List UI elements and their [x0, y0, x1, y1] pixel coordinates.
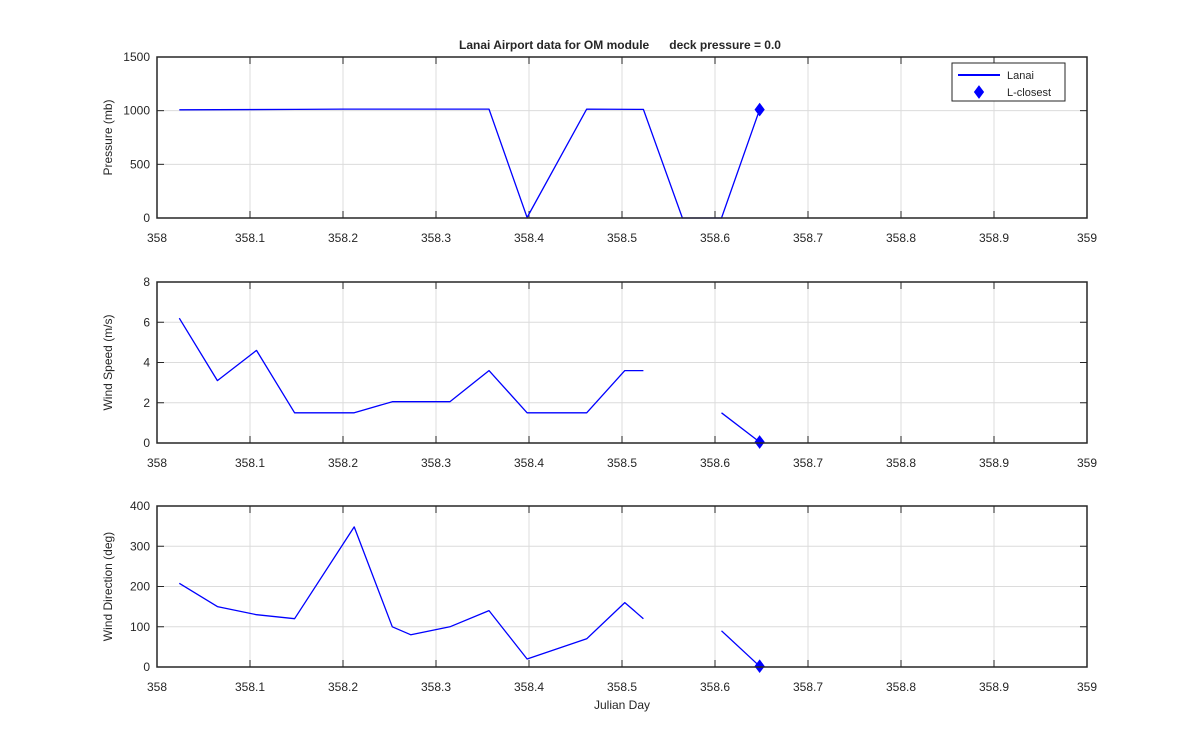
wind-direction-xtick-label: 358.6 — [700, 680, 730, 694]
wind-direction-xtick-label: 358 — [147, 680, 167, 694]
wind-speed-ylabel: Wind Speed (m/s) — [101, 314, 115, 410]
pressure-xtick-label: 358.2 — [328, 231, 358, 245]
pressure-marker-l-closest — [754, 102, 765, 117]
wind-speed-xtick-label: 358.6 — [700, 456, 730, 470]
legend-box — [951, 62, 1066, 102]
wind-direction-xlabel: Julian Day — [594, 698, 650, 712]
pressure-xtick-label: 358 — [147, 231, 167, 245]
pressure-xtick-label: 358.9 — [979, 231, 1009, 245]
wind-speed-xtick-label: 358.3 — [421, 456, 451, 470]
wind-direction-xtick-label: 358.8 — [886, 680, 916, 694]
wind-direction-ytick-label: 400 — [130, 499, 150, 513]
wind-speed-series-line-lanai-segment-0 — [178, 317, 644, 414]
pressure-xtick-label: 359 — [1077, 231, 1097, 245]
wind-direction-ytick-label: 300 — [130, 539, 150, 553]
wind-direction-xtick-label: 358.2 — [328, 680, 358, 694]
wind-direction-ytick-label: 0 — [143, 660, 150, 674]
wind-direction-ytick-label: 200 — [130, 580, 150, 594]
wind-speed-xtick-label: 358.1 — [235, 456, 265, 470]
wind-speed-series-line-lanai-segment-1 — [721, 412, 760, 443]
wind-speed-axes-frame — [156, 281, 1088, 444]
pressure-xtick-label: 358.3 — [421, 231, 451, 245]
wind-speed-ytick-label: 8 — [143, 275, 150, 289]
wind-direction-ylabel: Wind Direction (deg) — [101, 532, 115, 641]
pressure-ylabel: Pressure (mb) — [101, 99, 115, 175]
wind-speed-ytick-label: 4 — [143, 356, 150, 370]
pressure-panel: 358 358.1 358.2 358.3 358.4 358.5 358.6 358.7 35… — [101, 50, 1097, 245]
pressure-xtick-label: 358.5 — [607, 231, 637, 245]
wind-direction-xtick-label: 358.5 — [607, 680, 637, 694]
legend-label-l-closest: L-closest — [1007, 87, 1051, 99]
wind-direction-series-line-lanai-segment-1 — [721, 630, 761, 667]
pressure-xtick-label: 358.7 — [793, 231, 823, 245]
wind-speed-ytick-label: 2 — [143, 396, 150, 410]
pressure-xtick-label: 358.6 — [700, 231, 730, 245]
wind-speed-xtick-label: 358.5 — [607, 456, 637, 470]
legend: Lanai L-closest — [951, 62, 1066, 102]
pressure-ytick-label: 1500 — [123, 50, 150, 64]
wind-direction-marker-l-closest — [754, 659, 765, 674]
wind-speed-xtick-label: 358.4 — [514, 456, 544, 470]
wind-direction-xtick-label: 358.3 — [421, 680, 451, 694]
wind-speed-xtick-label: 358 — [147, 456, 167, 470]
pressure-ytick-label: 500 — [130, 157, 150, 171]
wind-speed-ytick-label: 6 — [143, 315, 150, 329]
wind-speed-xtick-label: 358.2 — [328, 456, 358, 470]
pressure-xtick-label: 358.1 — [235, 231, 265, 245]
wind-speed-xtick-label: 358.9 — [979, 456, 1009, 470]
legend-marker-l-closest — [973, 85, 985, 99]
wind-direction-axes-frame — [156, 505, 1088, 668]
wind-speed-xtick-label: 358.7 — [793, 456, 823, 470]
pressure-ytick-label: 1000 — [123, 104, 150, 118]
wind-speed-ytick-label: 0 — [143, 436, 150, 450]
legend-label-lanai: Lanai — [1007, 70, 1034, 82]
wind-direction-xtick-label: 358.1 — [235, 680, 265, 694]
wind-speed-xtick-label: 358.8 — [886, 456, 916, 470]
wind-speed-marker-l-closest — [754, 435, 765, 449]
pressure-ytick-label: 0 — [143, 211, 150, 225]
pressure-axes-frame — [156, 56, 1088, 219]
chart-title: Lanai Airport data for OM module deck pr… — [459, 38, 781, 52]
wind-direction-ytick-label: 100 — [130, 620, 150, 634]
wind-direction-xtick-label: 358.9 — [979, 680, 1009, 694]
wind-direction-xtick-label: 359 — [1077, 680, 1097, 694]
pressure-xtick-label: 358.4 — [514, 231, 544, 245]
wind-speed-xtick-label: 359 — [1077, 456, 1097, 470]
wind-direction-panel: 358 358.1 358.2 358.3 358.4 358.5 358.6 358.7 35… — [101, 499, 1097, 712]
wind-speed-panel: 358 358.1 358.2 358.3 358.4 358.5 358.6 358.7 35… — [101, 275, 1097, 470]
pressure-xtick-label: 358.8 — [886, 231, 916, 245]
plots-container: 358 358.1 358.2 358.3 358.4 358.5 358.6 358.7 35… — [101, 50, 1097, 712]
wind-direction-xtick-label: 358.7 — [793, 680, 823, 694]
wind-direction-xtick-label: 358.4 — [514, 680, 544, 694]
wind-direction-series-line-lanai-segment-0 — [178, 526, 644, 660]
